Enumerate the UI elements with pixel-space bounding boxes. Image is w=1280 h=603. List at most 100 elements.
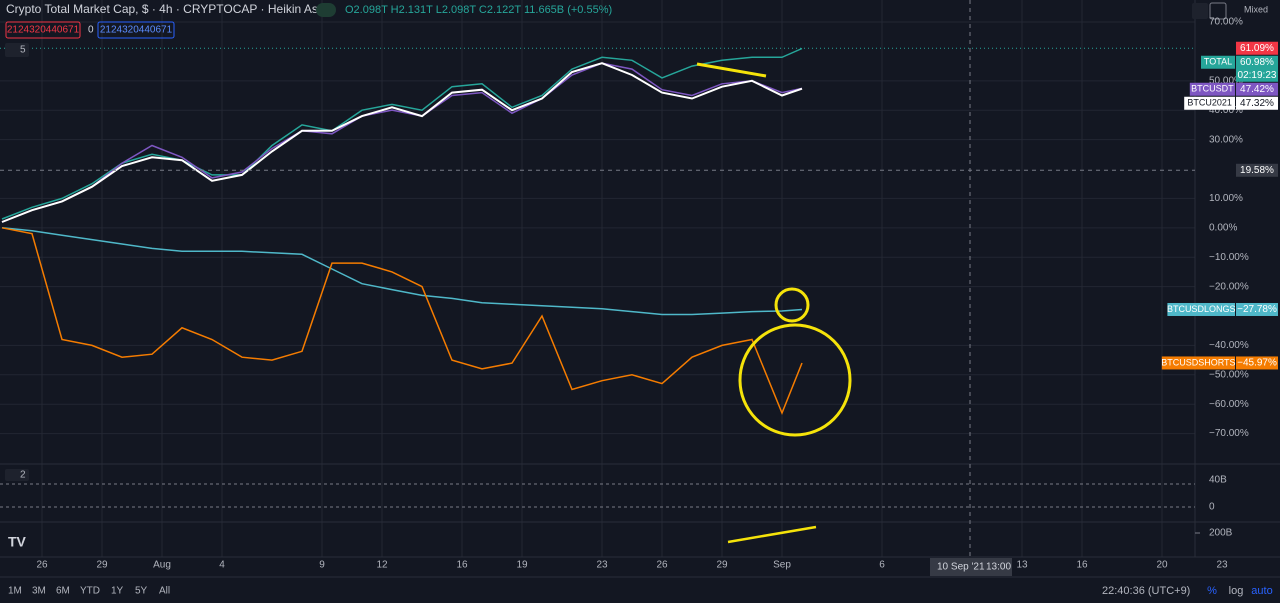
y-tick-label: 70.00% xyxy=(1209,17,1243,28)
price-tag: 19.58% xyxy=(1236,163,1278,177)
price-tag-box xyxy=(1236,82,1278,96)
series-line xyxy=(1,62,803,223)
price-tag: 61.09% xyxy=(1236,41,1278,55)
x-tick-label: 29 xyxy=(716,560,728,571)
series-line xyxy=(1,47,803,220)
price-tag-box xyxy=(1236,41,1278,55)
x-tick-label: 19 xyxy=(516,560,528,571)
x-tick-label: 13 xyxy=(1016,560,1028,571)
annotation-line xyxy=(727,525,817,544)
series-name-box xyxy=(1184,96,1235,110)
input-box[interactable] xyxy=(97,21,175,39)
range-button[interactable]: 1Y xyxy=(111,586,124,597)
series-line xyxy=(1,227,803,416)
series-name-box xyxy=(1167,302,1235,316)
price-tag-box xyxy=(1236,163,1278,177)
x-tick-label: 20 xyxy=(1156,560,1168,571)
scale-mode[interactable]: Mixed xyxy=(1244,4,1268,14)
x-tick-label: 23 xyxy=(1216,560,1228,571)
input-box[interactable] xyxy=(5,21,81,39)
x-tick-label: 23 xyxy=(596,560,608,571)
fullscreen-button[interactable] xyxy=(1209,2,1227,20)
visibility-toggle[interactable] xyxy=(316,3,336,17)
price-tag-box xyxy=(1236,55,1278,82)
volume-tick-label: 200B xyxy=(1209,528,1233,539)
y-tick-label: −70.00% xyxy=(1209,428,1249,439)
series-name: BTCU2021 xyxy=(1187,98,1232,108)
y-tick-label: 0.00% xyxy=(1209,222,1237,233)
price-tag-value: −45.97% xyxy=(1237,358,1277,369)
scroll-button[interactable] xyxy=(1192,3,1208,19)
series-name: BTCUSDT xyxy=(1191,84,1234,94)
pane-count: 5 xyxy=(20,45,26,56)
x-tick-label: 6 xyxy=(879,560,885,571)
range-button[interactable]: 1M xyxy=(8,586,22,597)
price-tag: 47.42% BTCUSDT xyxy=(1189,82,1278,96)
x-tick-label: 9 xyxy=(319,560,325,571)
price-tag-value: 47.32% xyxy=(1240,98,1274,109)
price-tag: −45.97%BTCUSDSHORTS xyxy=(1161,356,1278,370)
series-line xyxy=(1,227,803,316)
price-tag-value: 61.09% xyxy=(1240,43,1274,54)
price-tag-box xyxy=(1236,356,1278,370)
price-tag-box xyxy=(1236,96,1278,110)
x-tick-label: 26 xyxy=(36,560,48,571)
y-tick-label: 50.00% xyxy=(1209,75,1243,86)
annotation-line xyxy=(696,62,767,78)
scale-toggle[interactable]: % xyxy=(1207,585,1217,597)
y-tick-label: −60.00% xyxy=(1209,399,1249,410)
series-name-box xyxy=(1189,82,1235,96)
range-button[interactable]: 6M xyxy=(56,586,70,597)
oscillator-tick-label: 0 xyxy=(1209,502,1215,513)
collapse-button[interactable] xyxy=(5,469,29,481)
range-buttons: 1M 3M 6M YTD 1Y 5Y All xyxy=(8,586,170,597)
y-tick-label: 30.00% xyxy=(1209,134,1243,145)
range-button[interactable]: All xyxy=(159,586,170,597)
y-tick-label: −50.00% xyxy=(1209,369,1249,380)
price-tag-value: 19.58% xyxy=(1240,165,1274,176)
series-name-box xyxy=(1201,55,1235,69)
y-tick-label: 10.00% xyxy=(1209,193,1243,204)
price-tag-value: 60.98% xyxy=(1240,57,1274,68)
price-tag: −27.78%BTCUSDLONGS xyxy=(1167,302,1278,316)
scale-toggle[interactable]: log xyxy=(1229,585,1244,597)
crosshair-time: 13:00 xyxy=(986,562,1011,573)
price-tag-box xyxy=(1236,302,1278,316)
range-button[interactable]: YTD xyxy=(80,586,100,597)
y-tick-label: −10.00% xyxy=(1209,252,1249,263)
x-tick-label: 29 xyxy=(96,560,108,571)
x-tick-label: 16 xyxy=(456,560,468,571)
crosshair-time-box xyxy=(930,558,1012,576)
price-tag-value: 47.42% xyxy=(1240,84,1274,95)
ohlc-values: O2.098T H2.131T L2.098T C2.122T 11.665B … xyxy=(345,4,612,16)
scale-toggles: % log auto xyxy=(1207,585,1273,597)
price-tag-value: −27.78% xyxy=(1237,304,1277,315)
x-tick-label: 16 xyxy=(1076,560,1088,571)
range-button[interactable]: 3M xyxy=(32,586,46,597)
series-line xyxy=(1,62,803,223)
oscillator-tick-label: 40B xyxy=(1209,475,1227,486)
symbol-title: Crypto Total Market Cap, $ · 4h · CRYPTO… xyxy=(6,2,327,16)
input-value: 2124320440671 xyxy=(7,25,80,36)
x-tick-label: 26 xyxy=(656,560,668,571)
series-name: BTCUSDSHORTS xyxy=(1161,357,1235,367)
x-tick-label: 4 xyxy=(219,560,225,571)
x-tick-label: Aug xyxy=(153,560,171,571)
range-button[interactable]: 5Y xyxy=(135,586,148,597)
y-tick-label: −20.00% xyxy=(1209,281,1249,292)
price-tag: 60.98% 02:19:23 TOTAL xyxy=(1201,55,1278,82)
y-tick-label: 40.00% xyxy=(1209,105,1243,116)
y-tick-label: −40.00% xyxy=(1209,340,1249,351)
series-lines xyxy=(0,47,1195,416)
clock: 22:40:36 (UTC+9) xyxy=(1102,585,1190,597)
series-name-box xyxy=(1161,356,1235,370)
countdown: 02:19:23 xyxy=(1238,70,1277,81)
collapse-button[interactable] xyxy=(5,43,29,57)
input-value: 2124320440671 xyxy=(100,25,173,36)
series-name: TOTAL xyxy=(1204,57,1232,67)
x-tick-label: Sep xyxy=(773,560,791,571)
scale-toggle[interactable]: auto xyxy=(1251,585,1272,597)
annotation-circle xyxy=(738,323,852,437)
